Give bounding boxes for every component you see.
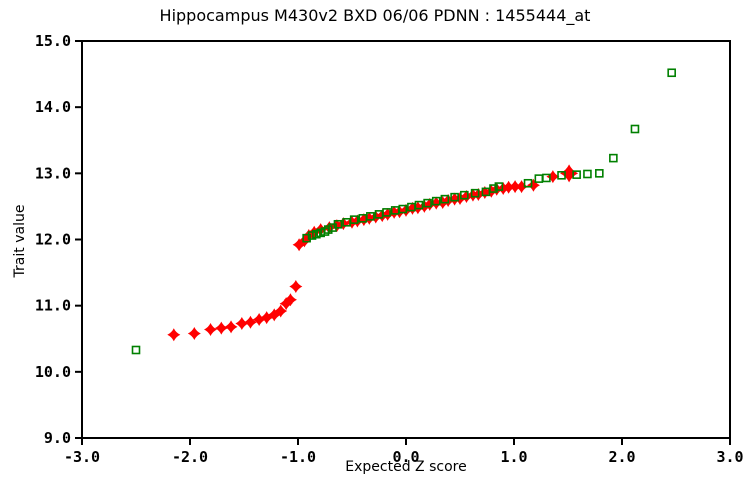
data-point-diamond <box>235 317 249 331</box>
data-point-diamond <box>459 189 473 203</box>
data-point-diamond <box>214 321 228 335</box>
data-point-square <box>523 178 533 188</box>
data-point-square <box>398 204 408 214</box>
data-point-diamond <box>429 196 443 210</box>
data-point-diamond <box>330 219 344 233</box>
data-point-diamond <box>345 215 359 229</box>
chart-title: Hippocampus M430v2 BXD 06/06 PDNN : 1455… <box>159 6 591 25</box>
data-point-square <box>333 219 343 229</box>
data-point-diamond <box>297 234 311 248</box>
data-point-diamond <box>546 170 560 184</box>
data-point-diamond <box>515 180 529 194</box>
data-point-diamond <box>466 188 480 202</box>
data-point-diamond <box>448 192 462 206</box>
data-point-square <box>431 196 441 206</box>
data-point-diamond <box>484 184 498 198</box>
plot-border <box>81 40 731 439</box>
data-point-diamond <box>423 197 437 211</box>
data-point-diamond <box>224 320 238 334</box>
data-point-diamond <box>502 180 516 194</box>
y-tick-label: 9.0 <box>44 429 71 447</box>
y-tick-label: 14.0 <box>35 98 71 116</box>
data-point-diamond <box>243 315 257 329</box>
x-tick-label: 1.0 <box>500 448 527 466</box>
data-point-square <box>630 124 640 134</box>
data-point-square <box>557 171 566 180</box>
data-point-square <box>302 233 311 243</box>
data-point-square <box>534 174 544 183</box>
data-point-square <box>382 208 391 217</box>
x-tick-label: 2.0 <box>608 448 635 466</box>
data-point-diamond <box>292 238 306 252</box>
data-point-diamond <box>526 178 540 192</box>
data-point-diamond <box>411 201 425 215</box>
data-point-diamond <box>496 182 510 196</box>
data-point-square <box>609 153 618 163</box>
data-point-square <box>595 169 604 178</box>
data-point-square <box>572 170 581 179</box>
data-point-square <box>307 231 317 240</box>
data-point-square <box>414 200 424 210</box>
y-tick-label: 12.0 <box>35 231 71 249</box>
data-point-diamond <box>405 201 419 215</box>
data-point-square <box>494 182 504 191</box>
data-point-diamond <box>252 313 266 327</box>
data-point-diamond <box>387 205 401 219</box>
data-point-diamond <box>453 191 467 205</box>
data-point-square <box>312 229 321 239</box>
x-tick-label: 0.0 <box>392 448 419 466</box>
y-tick-label: 10.0 <box>35 363 71 381</box>
data-point-diamond <box>274 304 288 318</box>
data-point-square <box>450 192 459 202</box>
x-tick-label: 3.0 <box>716 448 743 466</box>
data-point-diamond <box>267 308 281 322</box>
data-point-square <box>349 215 359 224</box>
data-point-diamond <box>289 279 303 293</box>
data-point-diamond <box>560 164 579 183</box>
data-point-diamond <box>357 213 371 227</box>
data-point-square <box>440 194 450 204</box>
data-point-diamond <box>187 326 201 340</box>
data-point-square <box>470 188 480 198</box>
data-point-square <box>323 225 333 234</box>
x-tick-label: -1.0 <box>280 448 316 466</box>
data-point-square <box>667 68 676 78</box>
data-point-square <box>131 345 141 355</box>
x-tick-label: -2.0 <box>172 448 208 466</box>
x-tick-label: -3.0 <box>64 448 100 466</box>
data-point-diamond <box>279 297 293 311</box>
y-tick-label: 11.0 <box>35 297 71 315</box>
data-point-square <box>583 169 592 179</box>
data-point-diamond <box>381 207 395 221</box>
data-point-square <box>489 184 498 193</box>
data-point-square <box>423 198 432 208</box>
data-point-diamond <box>478 186 492 200</box>
y-axis-label: Trait value <box>12 204 28 278</box>
data-point-square <box>460 190 469 200</box>
data-point-diamond <box>204 322 218 336</box>
data-point-square <box>542 173 551 183</box>
y-tick-label: 13.0 <box>35 164 71 182</box>
y-tick-label: 15.0 <box>35 32 71 50</box>
data-point-diamond <box>260 311 274 325</box>
data-point-square <box>366 212 375 221</box>
x-axis-label: Expected Z score <box>345 459 467 475</box>
data-point-diamond <box>167 328 181 342</box>
data-point-diamond <box>362 211 376 225</box>
data-point-diamond <box>283 293 297 307</box>
